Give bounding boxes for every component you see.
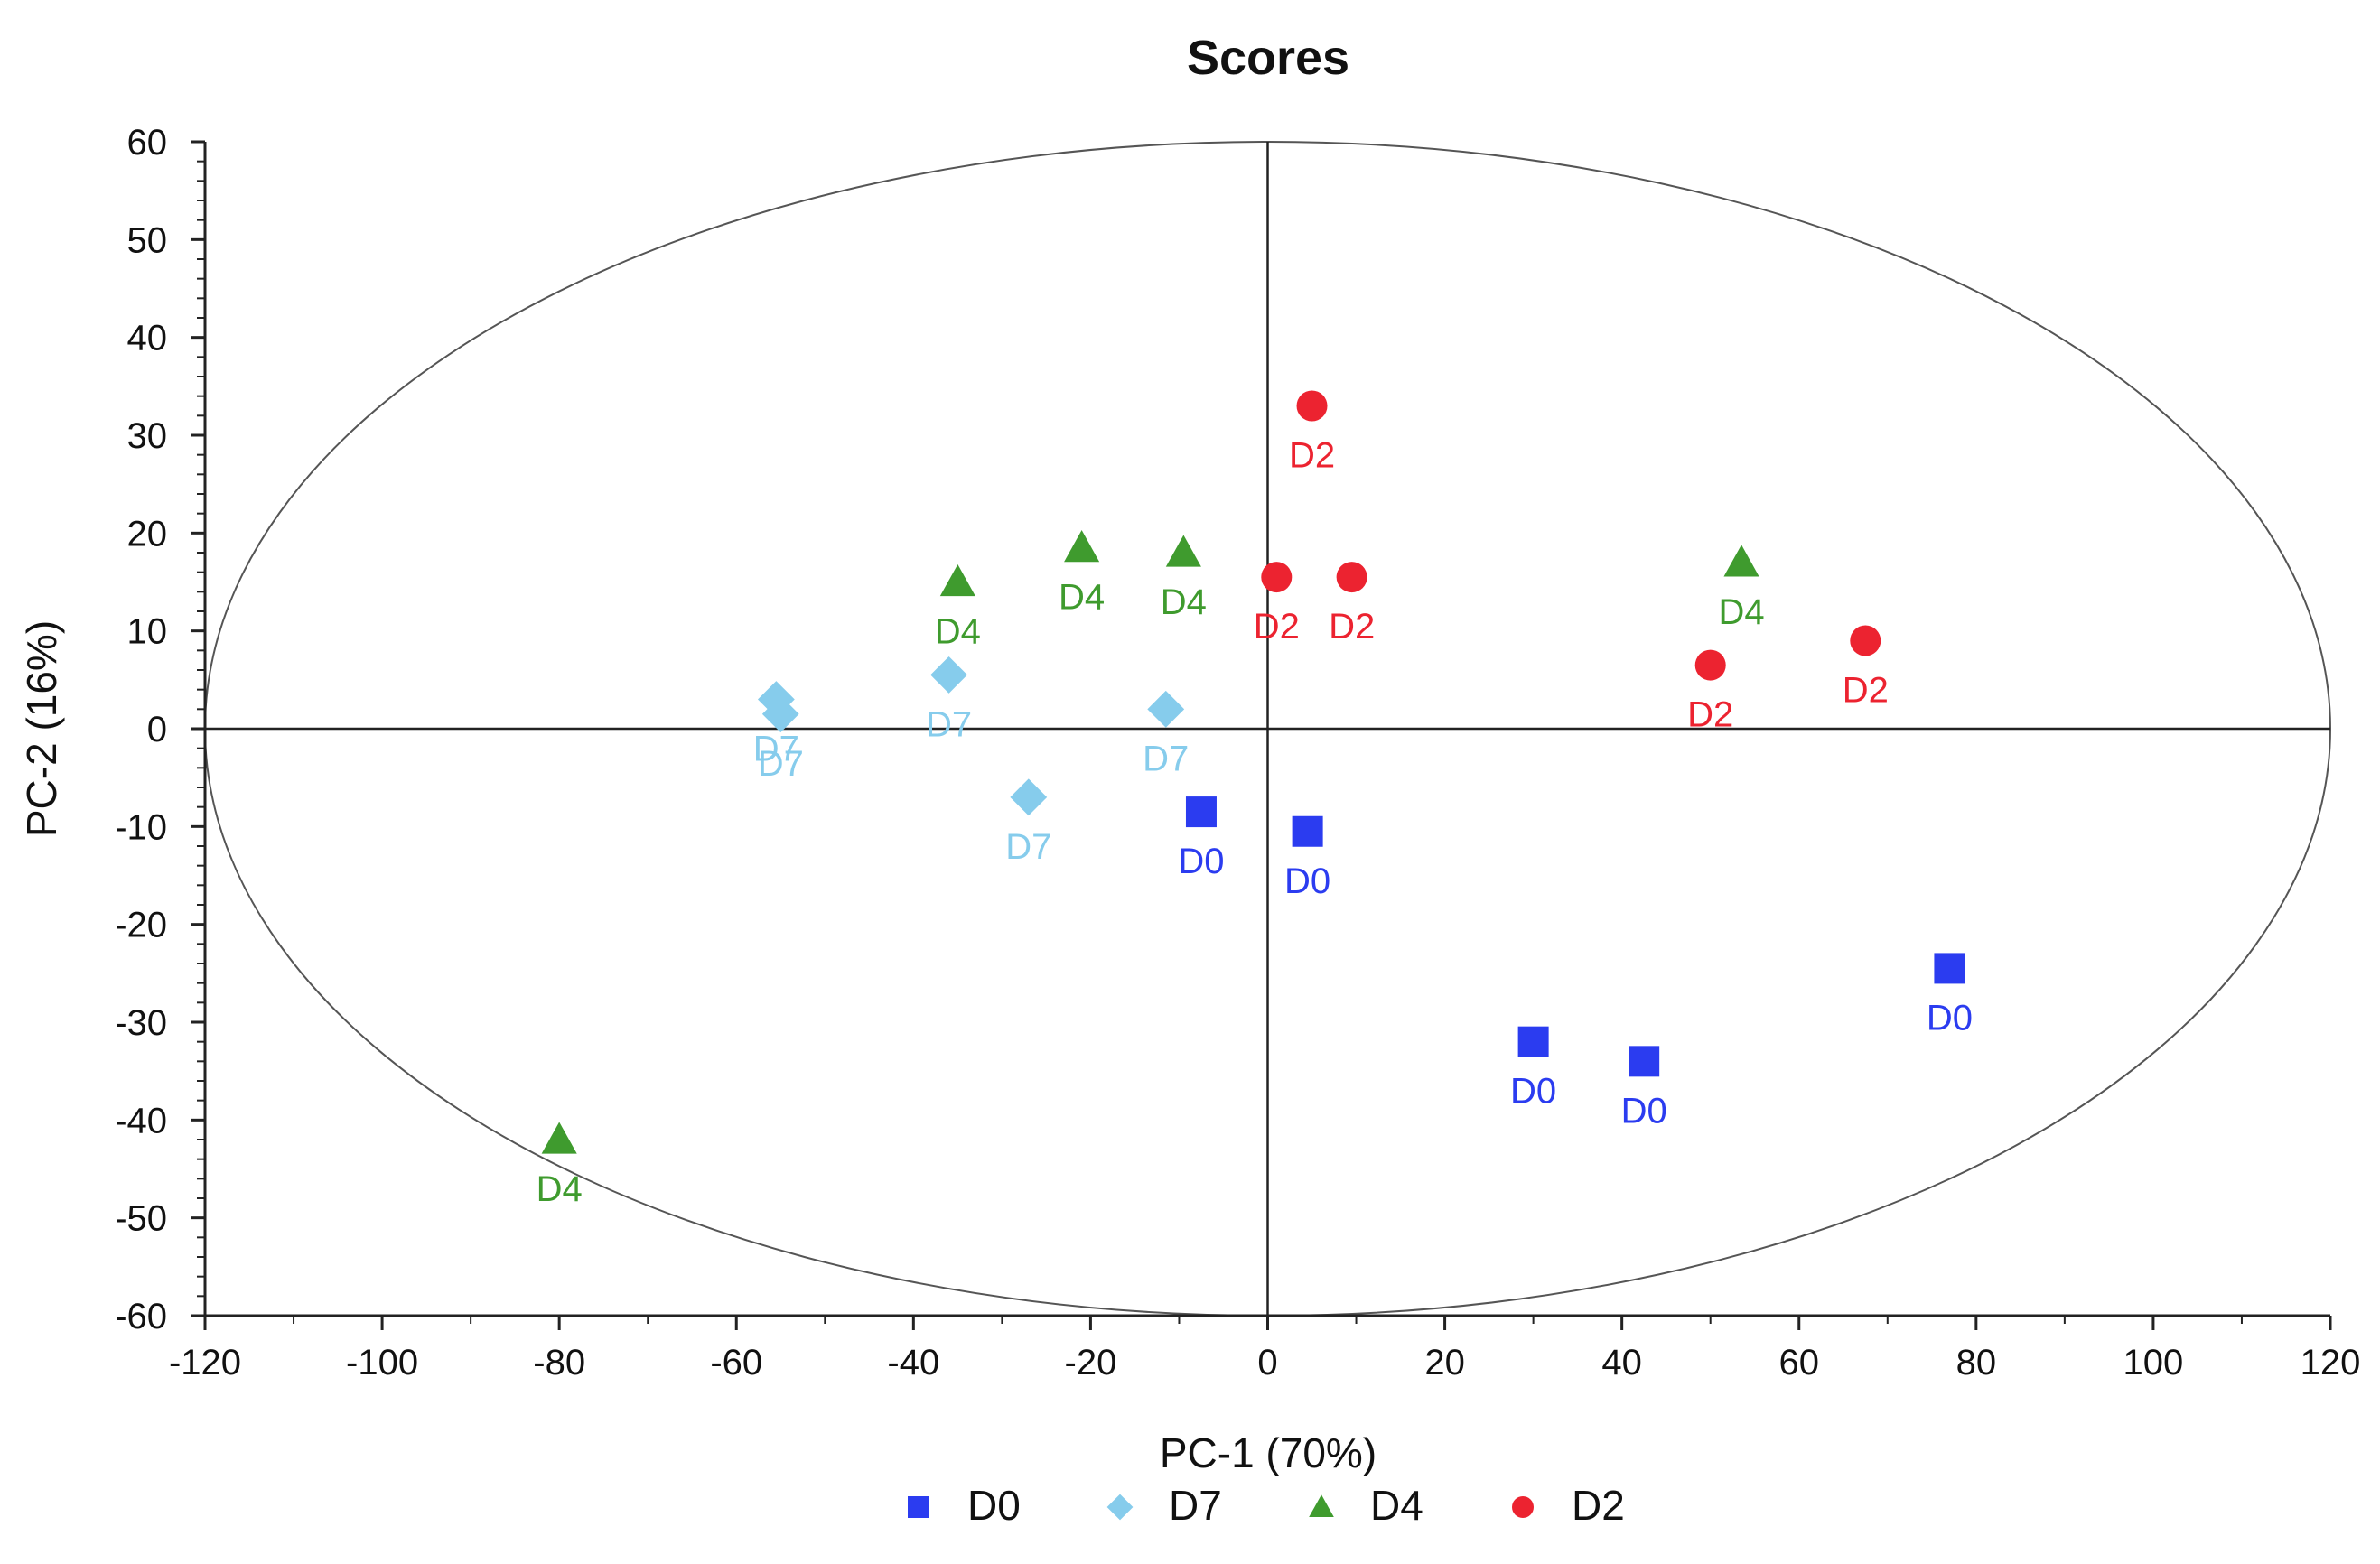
point-d4-4: [1723, 545, 1759, 577]
x-tick-label-20: 20: [1424, 1343, 1465, 1382]
x-tick-label-60: 60: [1779, 1343, 1820, 1382]
point-label-d2-4: D2: [1843, 671, 1889, 711]
point-d4-1: [939, 563, 975, 597]
point-label-d2-2: D2: [1329, 607, 1375, 647]
point-d0-1: [1292, 815, 1323, 847]
point-label-d7-2: D7: [926, 704, 972, 744]
point-d0-2: [1517, 1026, 1549, 1057]
point-d2-0: [1296, 390, 1328, 422]
legend-label-d0: D0: [967, 1482, 1021, 1529]
x-tick-label-0: 0: [1257, 1343, 1277, 1382]
x-tick-label-100: 100: [2123, 1343, 2184, 1382]
x-tick-label--80: -80: [533, 1343, 585, 1382]
point-label-d7-0: D7: [753, 730, 799, 769]
legend-label-d2: D2: [1572, 1482, 1625, 1529]
y-tick-label--30: -30: [115, 1003, 167, 1043]
x-tick-label-80: 80: [1956, 1343, 1997, 1382]
point-label-d0-0: D0: [1178, 842, 1224, 881]
legend-label-d4: D4: [1370, 1482, 1423, 1529]
legend-label-d7: D7: [1169, 1482, 1222, 1529]
point-d4-2: [1064, 530, 1100, 563]
x-tick-label-120: 120: [2301, 1343, 2361, 1382]
point-label-d2-3: D2: [1687, 695, 1733, 735]
point-label-d4-2: D4: [1059, 578, 1105, 618]
y-tick-label--10: -10: [115, 807, 167, 847]
point-d7-4: [1147, 690, 1185, 728]
y-tick-label-30: 30: [127, 416, 168, 456]
point-d4-0: [541, 1122, 577, 1154]
point-label-d7-1: D7: [758, 744, 804, 784]
point-d7-3: [1010, 778, 1048, 816]
point-label-d0-2: D0: [1510, 1072, 1556, 1112]
chart-title: Scores: [1187, 31, 1349, 85]
x-tick-label--100: -100: [346, 1343, 418, 1382]
y-tick-label--40: -40: [115, 1101, 167, 1140]
plot-area: -120 -100 -80 -60 -40 -20 0 20 40 60 80 100 12060504…: [115, 123, 2360, 1382]
x-tick-label--120: -120: [169, 1343, 241, 1382]
point-label-d0-4: D0: [1927, 998, 1973, 1038]
x-tick-label-40: 40: [1601, 1343, 1642, 1382]
point-d4-3: [1165, 535, 1201, 567]
legend: D0 D7 D4 D2: [908, 1482, 1625, 1529]
legend-marker-d4: [1309, 1494, 1334, 1518]
x-tick-label--40: -40: [887, 1343, 939, 1382]
y-tick-label-40: 40: [127, 319, 168, 358]
point-d7-2: [930, 656, 967, 694]
point-d2-4: [1850, 625, 1881, 656]
point-label-d2-0: D2: [1289, 436, 1335, 476]
point-label-d0-1: D0: [1284, 861, 1330, 901]
point-label-d2-1: D2: [1254, 607, 1300, 647]
point-d0-3: [1629, 1046, 1660, 1077]
y-tick-label-50: 50: [127, 220, 168, 260]
legend-marker-d2: [1512, 1496, 1534, 1518]
point-label-d7-4: D7: [1143, 739, 1189, 778]
y-tick-label-60: 60: [127, 123, 168, 163]
point-d0-4: [1934, 953, 1965, 984]
point-d2-1: [1261, 562, 1293, 593]
point-d7-1: [761, 695, 799, 733]
y-tick-label-0: 0: [147, 710, 167, 749]
y-tick-label-20: 20: [127, 514, 168, 554]
y-axis-label: PC-2 (16%): [18, 620, 65, 837]
y-tick-label--20: -20: [115, 906, 167, 945]
point-label-d7-3: D7: [1005, 827, 1051, 867]
point-label-d4-3: D4: [1161, 582, 1207, 622]
point-d0-0: [1185, 796, 1217, 828]
x-tick-label--60: -60: [710, 1343, 762, 1382]
y-tick-label--50: -50: [115, 1199, 167, 1239]
x-axis-label: PC-1 (70%): [1160, 1429, 1377, 1476]
point-label-d4-4: D4: [1718, 592, 1764, 632]
x-tick-label--20: -20: [1065, 1343, 1117, 1382]
legend-marker-d7: [1106, 1494, 1134, 1521]
point-label-d4-0: D4: [537, 1169, 583, 1209]
point-label-d4-1: D4: [935, 612, 981, 652]
point-label-d0-3: D0: [1621, 1091, 1667, 1131]
legend-marker-d0: [908, 1496, 929, 1518]
point-d2-2: [1336, 562, 1367, 593]
y-tick-label--60: -60: [115, 1297, 167, 1336]
point-d2-3: [1694, 649, 1726, 681]
y-tick-label-10: 10: [127, 612, 168, 652]
